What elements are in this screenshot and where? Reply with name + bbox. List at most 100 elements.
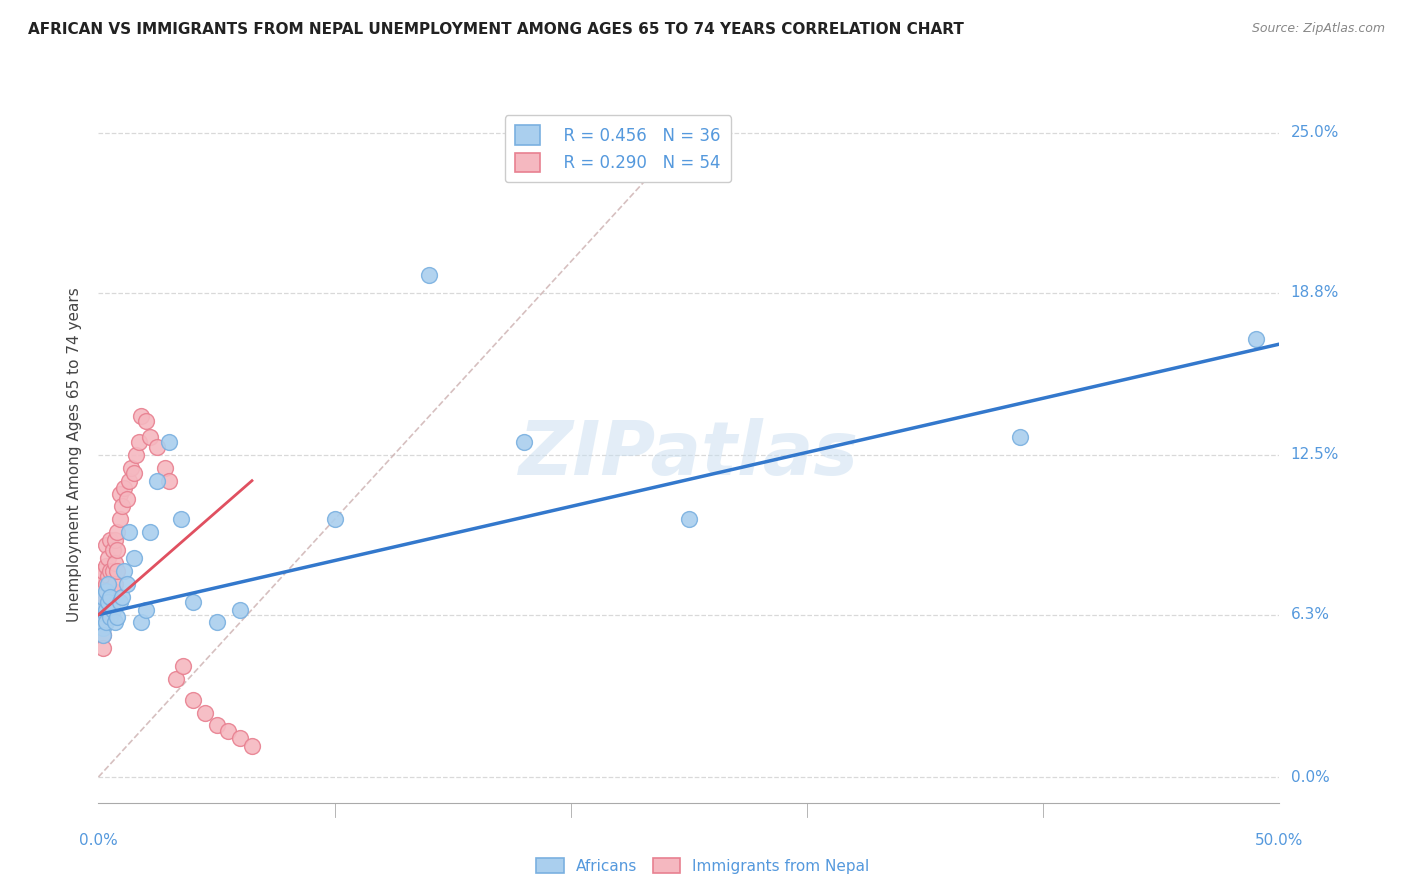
Point [97,576,120,591]
Point [108,512,131,526]
Point [90,615,112,630]
Point [90,615,112,630]
Point [98,533,121,547]
Point [129,615,152,630]
Point [135,602,157,616]
Point [98,610,121,624]
Point [153,460,176,475]
Point [98,590,121,604]
Point [217,723,239,738]
Legend:   R = 0.456   N = 36,   R = 0.290   N = 54: R = 0.456 N = 36, R = 0.290 N = 54 [505,115,731,182]
Point [139,430,162,444]
Text: 50.0%: 50.0% [1256,833,1303,848]
Point [1008,430,1031,444]
Legend: Africans, Immigrants from Nepal: Africans, Immigrants from Nepal [530,852,876,880]
Point [104,576,127,591]
Point [418,268,440,282]
Point [146,440,169,454]
Point [121,460,143,475]
Point [94,584,117,599]
Point [97,551,120,566]
Text: 18.8%: 18.8% [1291,285,1339,300]
Point [97,595,120,609]
Point [98,582,121,596]
Point [94,558,117,573]
Point [118,525,141,540]
Point [181,692,204,706]
Point [111,590,134,604]
Point [90,590,112,604]
Point [135,414,157,428]
Point [323,512,346,526]
Point [157,474,180,488]
Point [94,615,117,630]
Point [129,409,152,424]
Point [172,659,194,673]
Point [90,602,112,616]
Point [115,491,138,506]
Point [512,435,534,450]
Point [111,500,134,514]
Point [98,564,121,578]
Point [91,584,114,599]
Point [181,595,204,609]
Point [101,543,124,558]
Point [94,595,117,609]
Point [170,512,193,526]
Text: 12.5%: 12.5% [1291,448,1339,462]
Text: Source: ZipAtlas.com: Source: ZipAtlas.com [1251,22,1385,36]
Point [98,602,121,616]
Point [97,590,120,604]
Text: 25.0%: 25.0% [1291,125,1339,140]
Point [205,615,228,630]
Point [101,602,124,616]
Text: 0.0%: 0.0% [1291,770,1329,785]
Point [115,576,138,591]
Point [112,482,135,496]
Point [139,525,162,540]
Point [90,569,112,583]
Point [229,602,252,616]
Point [108,486,131,500]
Point [104,615,127,630]
Point [122,466,145,480]
Point [194,706,217,720]
Point [122,551,145,566]
Point [678,512,700,526]
Point [94,615,117,630]
Text: ZIPatlas: ZIPatlas [519,418,859,491]
Point [91,628,114,642]
Point [91,607,114,622]
Point [105,610,128,624]
Point [229,731,252,746]
Point [205,718,228,732]
Point [91,641,114,656]
Point [125,448,148,462]
Point [104,556,127,570]
Point [101,584,124,599]
Text: 0.0%: 0.0% [79,833,118,848]
Point [101,564,124,578]
Point [91,628,114,642]
Point [1244,332,1267,346]
Text: AFRICAN VS IMMIGRANTS FROM NEPAL UNEMPLOYMENT AMONG AGES 65 TO 74 YEARS CORRELAT: AFRICAN VS IMMIGRANTS FROM NEPAL UNEMPLO… [28,22,965,37]
Point [105,525,128,540]
Point [104,533,127,547]
Point [157,435,180,450]
Point [91,590,114,604]
Point [94,538,117,552]
Point [105,543,128,558]
Point [112,564,135,578]
Y-axis label: Unemployment Among Ages 65 to 74 years: Unemployment Among Ages 65 to 74 years [67,287,83,623]
Point [97,569,120,583]
Text: 6.3%: 6.3% [1291,607,1330,623]
Point [146,474,169,488]
Point [91,621,114,635]
Point [165,672,187,686]
Point [240,739,263,753]
Point [128,435,150,450]
Point [94,602,117,616]
Point [118,474,141,488]
Point [108,595,131,609]
Point [105,564,128,578]
